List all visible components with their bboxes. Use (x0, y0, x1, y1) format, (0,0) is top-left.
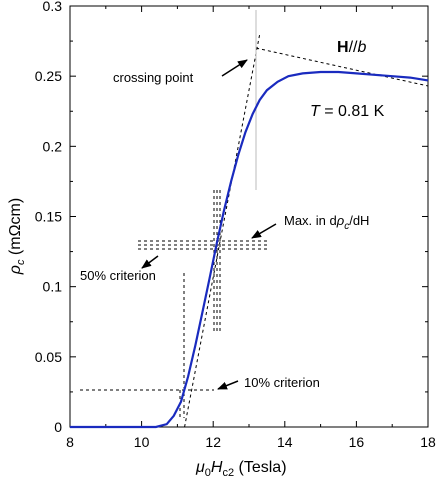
x-tick-label: 14 (277, 434, 293, 450)
series-line (70, 70, 429, 429)
y-tick-label: 0.1 (43, 279, 63, 295)
arrow-max (251, 223, 277, 239)
x-tick-label: 18 (420, 434, 436, 450)
guide-lines (80, 33, 429, 428)
y-tick-label: 0.25 (35, 68, 62, 84)
crit10-label: 10% criterion (244, 375, 320, 390)
arrow-crit10 (217, 380, 239, 390)
y-axis-ticks: 0 0.05 0.1 0.15 0.2 0.25 0.3 (35, 0, 428, 435)
y-tick-label: 0 (54, 419, 62, 435)
x-tick-label: 10 (134, 434, 150, 450)
high-field-tangent-line (256, 47, 429, 87)
y-tick-label: 0.15 (35, 209, 62, 225)
x-tick-label: 12 (205, 434, 221, 450)
x-tick-label: 8 (66, 434, 74, 450)
y-axis-title: ρc (mΩcm) (7, 198, 27, 275)
y-tick-label: 0.2 (43, 138, 63, 154)
x-tick-label: 16 (349, 434, 365, 450)
arrow-crit50 (141, 255, 159, 269)
max-derivative-label: Max. in dρc/dH (284, 213, 369, 232)
x-axis-title: μ0Hc2 (Tesla) (195, 459, 287, 479)
crossing-tangent-line (184, 33, 261, 428)
temperature-label: T = 0.81 K (310, 103, 385, 120)
arrow-crossing (221, 59, 248, 77)
crit50-label: 50% criterion (80, 268, 156, 283)
field-direction-label: H//b (337, 39, 366, 56)
x-axis-ticks: 8 10 12 14 16 18 (66, 6, 436, 450)
crossing-point-label: crossing point (113, 70, 194, 85)
y-tick-label: 0.05 (35, 349, 62, 365)
y-tick-label: 0.3 (43, 0, 63, 14)
